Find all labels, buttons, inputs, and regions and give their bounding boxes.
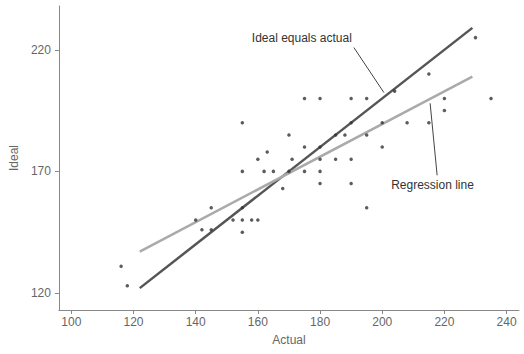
svg-text:100: 100 xyxy=(61,315,81,329)
svg-text:220: 220 xyxy=(31,43,51,57)
svg-text:180: 180 xyxy=(310,315,330,329)
svg-text:Regression line: Regression line xyxy=(391,178,474,192)
svg-text:120: 120 xyxy=(124,315,144,329)
svg-text:220: 220 xyxy=(434,315,454,329)
svg-text:140: 140 xyxy=(186,315,206,329)
svg-text:170: 170 xyxy=(31,164,51,178)
svg-text:Ideal equals actual: Ideal equals actual xyxy=(252,31,352,45)
svg-text:Ideal: Ideal xyxy=(7,145,21,171)
svg-text:120: 120 xyxy=(31,286,51,300)
svg-text:160: 160 xyxy=(248,315,268,329)
svg-text:200: 200 xyxy=(372,315,392,329)
svg-text:240: 240 xyxy=(497,315,517,329)
svg-text:Actual: Actual xyxy=(272,333,305,347)
